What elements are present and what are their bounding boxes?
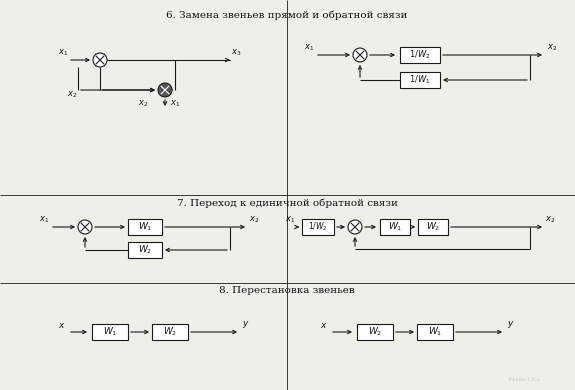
Bar (400, 72, 440, 88)
Text: $x_1$: $x_1$ (304, 43, 314, 53)
Text: intellect.icu: intellect.icu (508, 377, 540, 382)
Text: $x_2$: $x_2$ (138, 99, 148, 109)
Text: $x_2$: $x_2$ (547, 43, 557, 53)
Circle shape (158, 83, 172, 97)
Bar (152, 324, 188, 340)
Circle shape (348, 220, 362, 234)
Text: $W_1$: $W_1$ (388, 221, 402, 233)
Text: $x_2$: $x_2$ (67, 90, 77, 100)
Circle shape (78, 220, 92, 234)
Bar (380, 219, 410, 235)
Circle shape (353, 48, 367, 62)
Text: $x_1$: $x_1$ (285, 215, 295, 225)
Text: $x_2$: $x_2$ (545, 215, 555, 225)
Text: 6. Замена звеньев прямой и обратной связи: 6. Замена звеньев прямой и обратной связ… (166, 10, 408, 20)
Text: $W_2$: $W_2$ (368, 326, 382, 338)
Text: $x_2$: $x_2$ (249, 215, 259, 225)
Text: 8. Перестановка звеньев: 8. Перестановка звеньев (219, 286, 355, 295)
Text: $W_2$: $W_2$ (163, 326, 177, 338)
Bar (302, 219, 334, 235)
Text: $x_1$: $x_1$ (58, 48, 68, 58)
Text: $W_2$: $W_2$ (426, 221, 440, 233)
Text: $W_2$: $W_2$ (138, 244, 152, 256)
Bar (357, 324, 393, 340)
Bar (92, 324, 128, 340)
Circle shape (93, 53, 107, 67)
Bar (400, 47, 440, 63)
Text: $1/W_2$: $1/W_2$ (308, 221, 328, 233)
Text: $1/W_1$: $1/W_1$ (409, 74, 431, 86)
Text: $y$: $y$ (242, 319, 250, 330)
Bar (128, 242, 162, 258)
Bar (418, 219, 448, 235)
Bar (417, 324, 453, 340)
Text: $x_1$: $x_1$ (39, 215, 49, 225)
Bar (128, 219, 162, 235)
Text: $x_3$: $x_3$ (231, 48, 242, 58)
Text: $W_1$: $W_1$ (428, 326, 442, 338)
Text: $W_1$: $W_1$ (103, 326, 117, 338)
Text: $x$: $x$ (58, 321, 66, 330)
Text: $1/W_2$: $1/W_2$ (409, 49, 431, 61)
Text: $y$: $y$ (507, 319, 515, 330)
Text: $W_1$: $W_1$ (138, 221, 152, 233)
Text: $x_1$: $x_1$ (170, 99, 180, 109)
Text: $x$: $x$ (320, 321, 328, 330)
Text: 7. Переход к единичной обратной связи: 7. Переход к единичной обратной связи (177, 198, 397, 207)
